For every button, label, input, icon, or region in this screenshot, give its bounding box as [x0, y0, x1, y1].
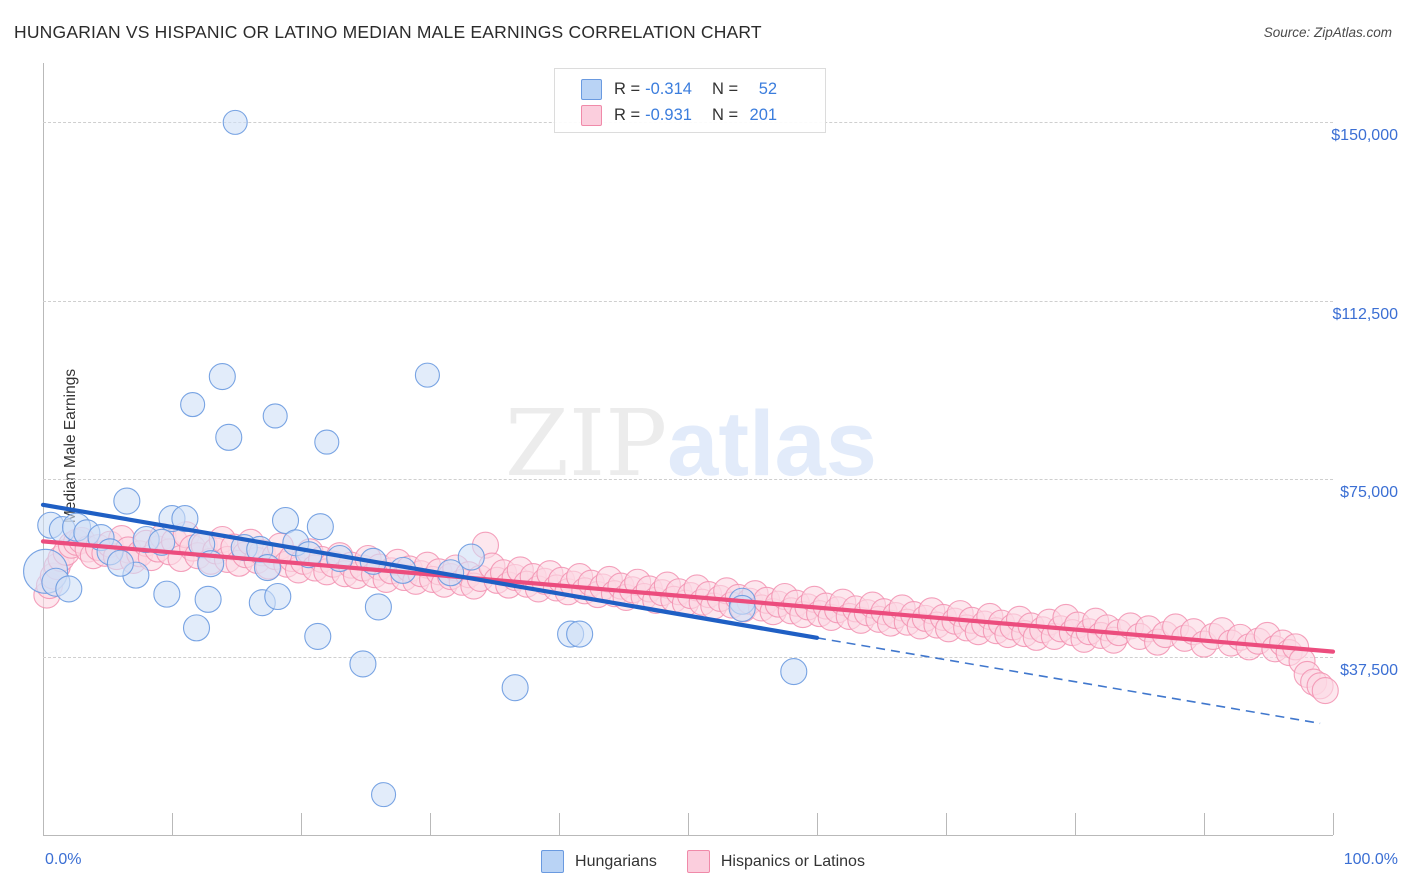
page-title: HUNGARIAN VS HISPANIC OR LATINO MEDIAN M… — [14, 22, 762, 42]
x-axis-tick — [1333, 813, 1334, 835]
data-point-hungarians — [208, 363, 236, 391]
x-axis-tick — [559, 813, 560, 835]
data-point-hungarians — [215, 423, 243, 451]
legend-label-hungarians: Hungarians — [575, 852, 657, 870]
trendline-hungarians-extension — [816, 637, 1321, 725]
gridline — [43, 300, 1333, 302]
r-value-blue: -0.314 — [645, 79, 692, 98]
plot-area — [23, 63, 1339, 835]
x-axis-tick — [817, 813, 818, 835]
y-axis-label: $112,500 — [1332, 305, 1398, 323]
source-label: Source: ZipAtlas.com — [1263, 25, 1392, 40]
data-point-hungarians — [304, 622, 332, 650]
correlation-legend-box: R = -0.314 N = 52 R = -0.931 N = 201 — [554, 68, 826, 133]
data-point-hispanics — [1311, 677, 1339, 705]
x-axis-tick — [946, 813, 947, 835]
legend-item-hungarians[interactable]: Hungarians — [541, 850, 657, 873]
legend-item-hispanics[interactable]: Hispanics or Latinos — [686, 850, 865, 873]
x-axis-tick — [172, 813, 173, 835]
data-point-hungarians — [566, 620, 594, 648]
x-axis-max-label: 100.0% — [1343, 851, 1398, 868]
y-axis-label: $75,000 — [1340, 483, 1398, 501]
data-point-hungarians — [180, 392, 206, 418]
data-point-hungarians — [194, 585, 222, 613]
r-value-pink: -0.931 — [645, 105, 692, 124]
trendline-hungarians — [40, 502, 820, 640]
data-point-hungarians — [148, 528, 176, 556]
n-label-pink: N = — [711, 105, 739, 124]
trendline-hispanics — [40, 539, 1336, 654]
n-label-blue: N = — [711, 79, 739, 98]
scatter-layer — [23, 109, 1339, 808]
stat-row-hispanics: R = -0.931 N = 201 — [581, 102, 825, 128]
stat-row-hungarians: R = -0.314 N = 52 — [581, 76, 825, 102]
x-axis-tick — [430, 813, 431, 835]
legend-swatch-hungarians-icon — [541, 850, 565, 873]
x-axis-tick — [1075, 813, 1076, 835]
data-point-hungarians — [171, 505, 199, 533]
r-label-blue: R = — [614, 79, 641, 98]
n-value-pink: 201 — [749, 105, 778, 124]
n-value-blue: 52 — [758, 79, 778, 98]
data-point-hungarians — [371, 782, 397, 808]
data-point-hungarians — [501, 674, 529, 702]
y-axis-label: $150,000 — [1331, 127, 1398, 145]
y-axis-label: $37,500 — [1340, 661, 1398, 679]
data-point-hungarians — [264, 582, 292, 611]
data-point-hungarians — [106, 549, 134, 577]
data-point-hungarians — [780, 658, 808, 686]
data-point-hungarians — [271, 506, 300, 535]
data-point-hungarians — [153, 580, 181, 608]
swatch-hispanics-icon — [581, 104, 602, 126]
x-axis-tick — [1204, 813, 1205, 835]
x-axis-line — [43, 835, 1333, 836]
x-axis-tick — [688, 813, 689, 835]
gridline — [43, 656, 1333, 658]
x-axis-tick — [301, 813, 302, 835]
data-point-hungarians — [306, 513, 334, 541]
r-label-pink: R = — [614, 105, 641, 124]
data-point-hungarians — [349, 650, 377, 678]
y-axis-line — [43, 63, 44, 835]
data-point-hungarians — [55, 575, 83, 603]
swatch-hungarians-icon — [581, 78, 602, 100]
data-point-hungarians — [414, 362, 440, 388]
x-axis-min-label: 0.0% — [45, 851, 82, 868]
data-point-hungarians — [222, 109, 248, 135]
data-point-hungarians — [364, 593, 392, 621]
legend-label-hispanics: Hispanics or Latinos — [720, 852, 865, 870]
series-legend: Hungarians Hispanics or Latinos — [0, 850, 1406, 873]
data-point-hungarians — [457, 543, 485, 571]
data-point-hungarians — [262, 403, 288, 429]
data-point-hungarians — [182, 614, 211, 642]
legend-swatch-hispanics-icon — [686, 850, 710, 873]
gridline — [43, 478, 1333, 480]
data-point-hungarians — [314, 429, 340, 455]
x-axis-tick — [43, 813, 44, 835]
data-point-hungarians — [113, 487, 141, 515]
